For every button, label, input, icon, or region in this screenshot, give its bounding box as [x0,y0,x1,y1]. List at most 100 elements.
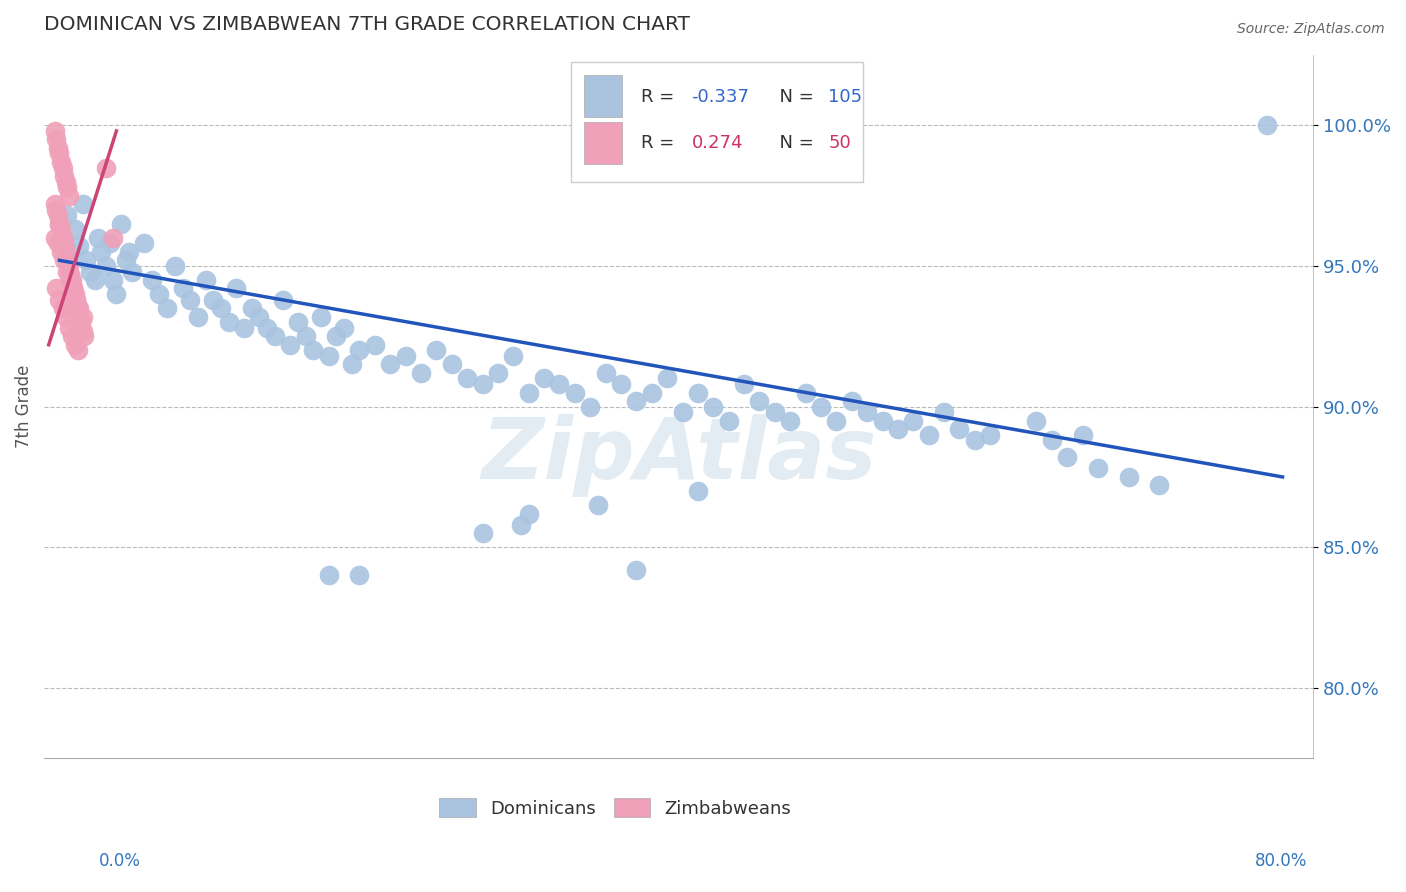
Point [533,371,555,385]
Point [59,273,82,287]
Point [53,236,76,251]
Text: 0.274: 0.274 [692,134,742,152]
Point [49,222,72,236]
Point [380,358,402,372]
Point [60,273,83,287]
Point [517,385,540,400]
Point [44,197,66,211]
Point [55,244,77,259]
Point [53,231,76,245]
Point [1025,414,1047,428]
Point [686,483,709,498]
Point [79,264,101,278]
Point [517,507,540,521]
Point [564,385,586,400]
Point [105,287,128,301]
Point [425,343,447,358]
Point [471,377,494,392]
Point [46,236,69,251]
Point [53,253,76,268]
Point [872,414,894,428]
Point [83,273,105,287]
Point [56,264,79,278]
Point [349,568,371,582]
Point [918,427,941,442]
Point [72,310,94,324]
Point [409,366,432,380]
Point [856,405,879,419]
Point [141,273,163,287]
Point [626,394,648,409]
Point [172,281,194,295]
Text: ZipAtlas: ZipAtlas [481,415,876,498]
Point [48,146,70,161]
Point [187,310,209,324]
Point [44,231,66,245]
Point [1256,118,1278,132]
Point [1118,470,1140,484]
Point [548,377,571,392]
Point [249,310,271,324]
Point [48,217,70,231]
Point [63,337,86,351]
Point [58,259,80,273]
Point [486,366,509,380]
FancyBboxPatch shape [583,75,621,117]
FancyBboxPatch shape [583,122,621,164]
Point [59,268,82,282]
Point [657,371,679,385]
Point [278,337,301,351]
Point [271,293,294,307]
Point [73,329,96,343]
Point [456,371,478,385]
Text: DOMINICAN VS ZIMBABWEAN 7TH GRADE CORRELATION CHART: DOMINICAN VS ZIMBABWEAN 7TH GRADE CORREL… [44,15,690,34]
Point [841,394,863,409]
Point [233,321,256,335]
Point [66,301,89,315]
Point [70,315,93,329]
Point [686,385,709,400]
Point [256,321,278,335]
Point [748,394,770,409]
Point [69,310,91,324]
Point [49,244,72,259]
Point [610,377,633,392]
Point [671,405,693,419]
Point [626,563,648,577]
Point [333,321,356,335]
Point [49,154,72,169]
Point [45,132,67,146]
Text: 80.0%: 80.0% [1256,852,1308,870]
Y-axis label: 7th Grade: 7th Grade [15,365,32,449]
Point [63,222,86,236]
Point [302,343,325,358]
Point [62,281,84,295]
Point [440,358,463,372]
Point [1040,434,1063,448]
Point [948,422,970,436]
Point [46,141,69,155]
Point [58,321,80,335]
Point [66,343,89,358]
Point [45,202,67,217]
Point [114,253,136,268]
Point [194,273,217,287]
Point [52,231,75,245]
Point [110,217,132,231]
Point [641,385,664,400]
Point [702,400,724,414]
Point [46,208,69,222]
Point [87,231,110,245]
Point [56,180,79,194]
Point [340,358,363,372]
Point [179,293,201,307]
Point [75,253,97,268]
Point [202,293,225,307]
Point [94,161,117,175]
Text: 0.0%: 0.0% [98,852,141,870]
Point [44,124,66,138]
Point [1056,450,1078,465]
Point [52,301,75,315]
Point [69,301,91,315]
FancyBboxPatch shape [571,62,863,182]
